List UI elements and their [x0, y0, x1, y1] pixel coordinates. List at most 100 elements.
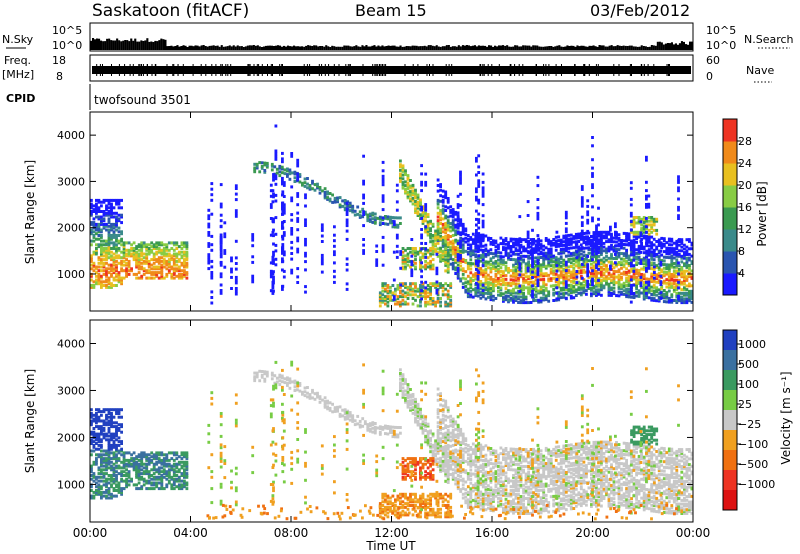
power-noise-cell: [597, 259, 600, 263]
nsky-bar: [214, 45, 217, 50]
power-noise-cell: [282, 253, 286, 257]
power-cell: [569, 283, 573, 287]
power-cell: [479, 293, 483, 296]
power-noise-cell: [580, 262, 584, 266]
power-cell: [90, 285, 93, 289]
power-colorbar-swatch: [723, 141, 737, 164]
nsky-bar: [291, 46, 294, 50]
power-cell: [391, 291, 395, 295]
power-cell: [135, 250, 138, 254]
power-cell: [574, 234, 578, 238]
power-cell: [446, 245, 450, 249]
power-cell: [647, 290, 651, 294]
power-cell: [471, 288, 475, 292]
power-cell: [125, 269, 128, 273]
power-cell: [620, 276, 623, 279]
nsky-bar: [604, 46, 607, 50]
power-cell: [431, 245, 435, 249]
nave-top-tick: 60: [706, 54, 720, 67]
power-cell: [547, 290, 551, 294]
power-cell: [642, 216, 646, 219]
velocity-cell: [446, 436, 450, 440]
power-cell: [444, 262, 448, 265]
power-cell: [557, 298, 561, 302]
power-noise-cell: [274, 182, 278, 186]
power-noise-cell: [282, 206, 286, 210]
power-cell: [426, 227, 430, 231]
power-noise-cell: [653, 248, 656, 252]
power-cell: [484, 297, 488, 301]
power-cell: [394, 289, 397, 293]
velocity-cell: [456, 432, 460, 436]
nsky-bar: [351, 46, 354, 50]
power-noise-cell: [420, 297, 423, 301]
power-cell: [602, 256, 606, 260]
power-noise-cell: [477, 179, 481, 183]
power-cell: [685, 262, 689, 266]
nsky-bar: [299, 46, 302, 50]
nsky-bar: [488, 45, 491, 50]
power-cell: [549, 254, 553, 258]
nsky-bar: [307, 45, 310, 50]
power-cell: [489, 257, 493, 261]
power-cell: [549, 267, 553, 271]
power-cell: [487, 262, 490, 266]
velocity-cell: [451, 432, 455, 436]
power-cell: [185, 256, 189, 260]
power-cell: [579, 274, 583, 278]
power-cell: [117, 247, 121, 250]
power-cell: [620, 242, 623, 246]
power-cell: [544, 237, 548, 240]
power-cell: [167, 241, 171, 245]
power-noise-cell: [481, 239, 485, 243]
power-cell: [567, 258, 571, 261]
power-cell: [529, 245, 533, 249]
power-cell: [522, 288, 525, 292]
power-noise-cell: [290, 185, 294, 189]
freq-tick: [309, 64, 311, 76]
power-cell: [595, 275, 598, 279]
power-cell: [474, 238, 478, 242]
power-cell: [494, 250, 498, 254]
power-cell: [683, 251, 686, 255]
power-cell: [642, 273, 646, 277]
power-cell: [683, 264, 686, 268]
power-cell: [441, 251, 445, 255]
power-cell: [396, 287, 400, 291]
power-cell: [680, 299, 684, 303]
nsky-bar: [508, 46, 511, 50]
freq-tick: [379, 64, 380, 76]
power-cell: [610, 236, 613, 240]
power-cell: [637, 257, 641, 261]
power-colorbar-swatch: [723, 229, 737, 252]
power-cell: [683, 262, 686, 266]
power-noise-cell: [296, 239, 300, 243]
power-noise-cell: [518, 273, 522, 277]
power-cell: [391, 293, 395, 297]
power-cell: [140, 261, 144, 265]
power-cell: [454, 238, 458, 242]
power-noise-cell: [647, 194, 651, 198]
power-cell: [115, 263, 118, 267]
power-noise-cell: [320, 256, 324, 260]
power-cell: [140, 274, 144, 278]
power-cell: [97, 230, 101, 234]
power-noise-cell: [281, 212, 285, 216]
power-cell: [670, 265, 674, 269]
velocity-cell: [444, 401, 448, 405]
power-cell: [557, 252, 561, 256]
power-noise-cell: [677, 261, 680, 265]
power-noise-cell: [564, 216, 568, 220]
power-noise-cell: [591, 216, 594, 220]
power-cell: [527, 286, 530, 290]
freq-tick: [380, 64, 382, 76]
power-cell: [446, 243, 450, 247]
power-cell: [431, 258, 435, 262]
power-cell: [419, 256, 422, 260]
power-cell: [507, 281, 510, 285]
power-cell: [688, 289, 691, 293]
power-cell: [595, 255, 598, 258]
nsky-bar: [168, 46, 171, 50]
power-cell: [303, 184, 307, 188]
power-cell: [406, 190, 410, 194]
